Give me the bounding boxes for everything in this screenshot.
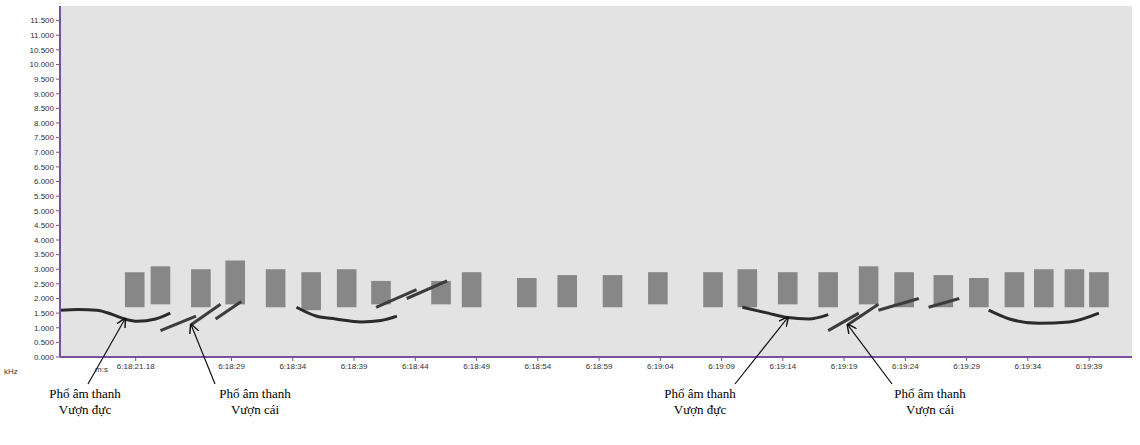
svg-text:2.500: 2.500 (34, 280, 55, 289)
svg-text:6:18:59: 6:18:59 (586, 362, 613, 371)
svg-text:Vượn đực: Vượn đực (59, 402, 112, 417)
svg-text:6:19:29: 6:19:29 (953, 362, 980, 371)
svg-text:8.000: 8.000 (34, 119, 55, 128)
svg-text:3.000: 3.000 (34, 265, 55, 274)
svg-text:6:18:34: 6:18:34 (279, 362, 306, 371)
svg-text:6:19:14: 6:19:14 (769, 362, 796, 371)
svg-text:0.000: 0.000 (34, 353, 55, 362)
svg-text:5.000: 5.000 (34, 207, 55, 216)
svg-text:6:18:54: 6:18:54 (524, 362, 551, 371)
svg-text:Vượn đực: Vượn đực (674, 402, 727, 417)
svg-text:4.000: 4.000 (34, 236, 55, 245)
svg-text:6:19:09: 6:19:09 (708, 362, 735, 371)
svg-text:Vượn cái: Vượn cái (906, 402, 955, 417)
svg-text:9.000: 9.000 (34, 90, 55, 99)
svg-text:Phổ âm thanh: Phổ âm thanh (219, 386, 291, 401)
svg-text:6:18:39: 6:18:39 (341, 362, 368, 371)
svg-text:6.500: 6.500 (34, 163, 55, 172)
svg-text:6:18:29: 6:18:29 (218, 362, 245, 371)
svg-text:11.000: 11.000 (30, 31, 54, 40)
svg-text:Phổ âm thanh: Phổ âm thanh (49, 386, 121, 401)
svg-text:7.000: 7.000 (34, 148, 55, 157)
svg-text:9.500: 9.500 (34, 75, 55, 84)
svg-text:3.500: 3.500 (34, 250, 55, 259)
svg-text:Phổ âm thanh: Phổ âm thanh (894, 386, 966, 401)
svg-text:7.500: 7.500 (34, 133, 55, 142)
svg-text:0.500: 0.500 (34, 338, 55, 347)
svg-text:11.500: 11.500 (30, 16, 54, 25)
svg-text:m:s: m:s (95, 365, 108, 374)
svg-text:kHz: kHz (4, 367, 18, 376)
svg-text:Vượn cái: Vượn cái (231, 402, 280, 417)
svg-text:1.000: 1.000 (34, 324, 55, 333)
svg-text:6:19:19: 6:19:19 (831, 362, 858, 371)
svg-text:10.500: 10.500 (30, 46, 55, 55)
svg-text:5.500: 5.500 (34, 192, 55, 201)
svg-text:6:19:34: 6:19:34 (1015, 362, 1042, 371)
svg-text:6:18:44: 6:18:44 (402, 362, 429, 371)
svg-text:6:18:49: 6:18:49 (463, 362, 490, 371)
svg-text:6:18:21.18: 6:18:21.18 (117, 362, 155, 371)
svg-text:8.500: 8.500 (34, 104, 55, 113)
svg-text:1.500: 1.500 (34, 309, 55, 318)
svg-text:2.000: 2.000 (34, 294, 55, 303)
svg-text:10.000: 10.000 (30, 60, 55, 69)
svg-text:6:19:04: 6:19:04 (647, 362, 674, 371)
svg-text:6:19:39: 6:19:39 (1076, 362, 1103, 371)
svg-text:Phổ âm thanh: Phổ âm thanh (664, 386, 736, 401)
svg-text:6.000: 6.000 (34, 177, 55, 186)
svg-text:6:19:24: 6:19:24 (892, 362, 919, 371)
svg-text:4.500: 4.500 (34, 221, 55, 230)
